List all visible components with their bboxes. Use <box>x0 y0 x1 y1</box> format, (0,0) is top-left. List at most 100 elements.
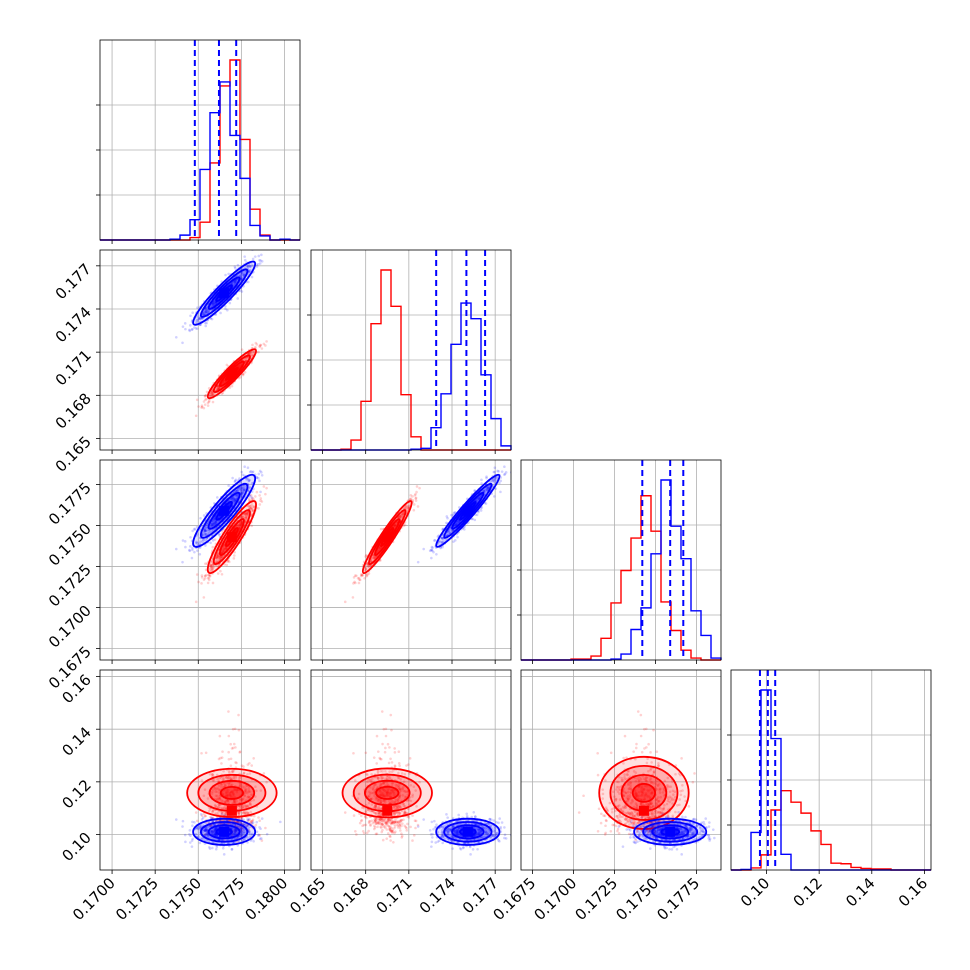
scatter-point <box>392 525 395 528</box>
scatter-point <box>233 727 237 731</box>
scatter-point <box>198 317 202 320</box>
scatter-point <box>194 600 198 604</box>
scatter-point <box>197 580 200 584</box>
scatter-point <box>232 800 236 803</box>
scatter-point <box>245 805 249 808</box>
scatter-point <box>239 276 243 279</box>
scatter-point <box>499 479 503 483</box>
scatter-point <box>244 516 248 520</box>
scatter-point <box>202 812 206 816</box>
scatter-point <box>211 566 214 569</box>
scatter-point <box>223 806 227 810</box>
scatter-point <box>358 578 361 581</box>
scatter-point <box>204 814 207 818</box>
scatter-point <box>364 567 368 570</box>
scatter-point <box>240 799 244 803</box>
scatter-point <box>231 496 235 500</box>
scatter-point <box>222 547 226 551</box>
scatter-point <box>239 274 242 278</box>
scatter-point <box>239 487 242 491</box>
scatter-point <box>198 317 201 321</box>
scatter-point <box>232 554 236 557</box>
scatter-point <box>246 512 249 516</box>
scatter-point <box>225 788 229 791</box>
scatter-point <box>248 504 251 508</box>
scatter-point <box>243 812 247 815</box>
scatter-point <box>216 555 220 558</box>
scatter-point <box>212 518 216 521</box>
scatter-point <box>219 557 222 560</box>
scatter-point <box>211 829 214 833</box>
scatter-point <box>242 489 245 492</box>
scatter-point <box>210 563 213 567</box>
scatter-point <box>497 470 500 473</box>
scatter-point <box>255 476 259 479</box>
scatter-point <box>231 770 234 773</box>
scatter-point <box>257 507 260 510</box>
scatter-point <box>360 573 364 577</box>
scatter-point <box>193 550 196 554</box>
scatter-point <box>247 790 250 794</box>
scatter-point <box>456 520 459 523</box>
scatter-point <box>230 770 234 773</box>
scatter-point <box>248 772 252 775</box>
scatter-point <box>200 540 204 543</box>
scatter-point <box>190 556 194 560</box>
scatter-point <box>247 787 250 791</box>
scatter-point <box>478 496 481 499</box>
scatter-point <box>200 574 204 577</box>
scatter-point <box>204 751 208 755</box>
scatter-point <box>181 341 184 345</box>
scatter-point <box>260 347 264 350</box>
scatter-point <box>249 803 253 807</box>
scatter-point <box>234 478 238 482</box>
scatter-point <box>228 793 232 797</box>
scatter-point <box>222 381 226 384</box>
scatter-point <box>223 380 227 383</box>
scatter-point <box>251 509 255 513</box>
scatter-point <box>240 520 244 524</box>
scatter-point <box>475 513 479 517</box>
scatter-point <box>210 392 213 395</box>
scatter-point <box>343 600 347 604</box>
scatter-point <box>202 578 206 581</box>
scatter-point <box>202 514 206 517</box>
scatter-point <box>220 551 223 554</box>
scatter-point <box>251 257 255 261</box>
scatter-point <box>217 805 220 809</box>
scatter-point <box>239 364 242 367</box>
scatter-point <box>245 264 248 268</box>
scatter-point <box>200 576 204 579</box>
scatter-point <box>240 486 244 490</box>
scatter-point <box>404 505 408 509</box>
scatter-point <box>214 787 217 791</box>
scatter-point <box>227 484 230 487</box>
scatter-point <box>365 574 369 577</box>
scatter-point <box>211 809 215 813</box>
scatter-point <box>234 281 237 284</box>
scatter-point <box>237 713 240 717</box>
scatter-point <box>234 499 237 503</box>
scatter-point <box>373 556 376 560</box>
scatter-point <box>239 522 242 525</box>
scatter-point <box>511 456 514 459</box>
scatter-point <box>239 523 243 526</box>
scatter-point <box>260 260 264 263</box>
scatter-point <box>480 482 483 485</box>
scatter-point <box>215 559 218 563</box>
scatter-point <box>439 540 443 544</box>
scatter-point <box>233 550 236 554</box>
scatter-point <box>499 490 502 494</box>
scatter-point <box>229 791 232 795</box>
scatter-point <box>430 556 433 560</box>
scatter-point <box>450 513 453 517</box>
scatter-point <box>227 272 230 276</box>
scatter-point <box>265 340 268 343</box>
scatter-point <box>495 476 499 480</box>
scatter-point <box>357 581 361 585</box>
scatter-point <box>217 385 220 389</box>
scatter-point <box>246 264 250 268</box>
scatter-point <box>246 772 249 776</box>
scatter-point <box>251 818 255 822</box>
scatter-point <box>241 826 244 830</box>
